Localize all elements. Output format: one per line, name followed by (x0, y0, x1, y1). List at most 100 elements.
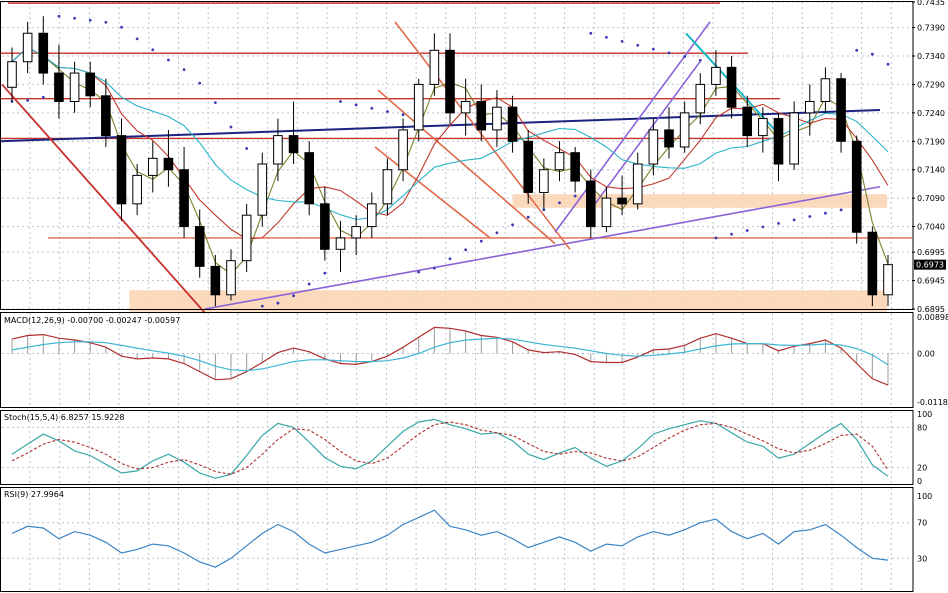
candle-body (210, 265, 221, 296)
macd-histogram (11, 327, 889, 386)
sar-dot (120, 25, 123, 29)
macd-pane: 0.00898 0.00 -0.01185 MACD(12,26,9) -0.007… (2, 313, 948, 407)
price-frame (0, 1, 914, 310)
price-tick-label: 0.6895 (917, 305, 945, 314)
candle-body (163, 157, 174, 171)
candle-body (38, 32, 49, 74)
parabolic-sar (10, 14, 890, 308)
candle-body (758, 118, 768, 137)
sar-dot (213, 101, 217, 104)
candle-body (711, 66, 721, 85)
candle-body (241, 214, 252, 262)
candle-body (398, 129, 408, 171)
rising-channel-lower (594, 61, 701, 205)
macd-tick-label: 0.00 (917, 350, 935, 359)
sar-dot (714, 236, 718, 240)
stoch-signal-line (11, 421, 889, 475)
macd-frame (0, 312, 914, 408)
sar-dot (839, 208, 843, 212)
sar-dot (542, 208, 546, 212)
candle-body (851, 140, 862, 233)
sar-dot (354, 103, 358, 107)
rsi-pane: 100 70 30 RSI(9) 27.9964 (2, 488, 932, 591)
sar-dot (151, 48, 155, 52)
sar-dot (167, 58, 170, 62)
candle-body (617, 197, 627, 205)
sar-dot (824, 211, 827, 215)
sar-dot (104, 20, 108, 24)
candle-body (554, 152, 565, 171)
candle-body (335, 237, 346, 250)
sar-dot (432, 266, 436, 270)
down-trend-line (1, 83, 206, 314)
candle-body (413, 83, 424, 131)
sar-dot (683, 55, 687, 59)
sar-dot (667, 51, 671, 55)
rsi-line-path (11, 509, 889, 568)
sar-dot (57, 14, 61, 18)
price-tick-label: 0.7040 (917, 223, 945, 232)
candle-body (820, 78, 831, 102)
price-tick-label: 0.7290 (917, 80, 945, 89)
sar-dot (386, 110, 389, 113)
stoch-lines (11, 418, 889, 479)
sar-dot (886, 62, 890, 66)
stoch-frame (0, 410, 914, 485)
candle-body (69, 72, 80, 102)
candle-body (648, 129, 659, 165)
sar-dot (730, 232, 733, 236)
candle-body (257, 163, 268, 216)
sar-dot (698, 58, 702, 62)
sar-dot (495, 231, 499, 235)
sar-dot (307, 282, 311, 286)
sar-dot (73, 16, 76, 20)
candle-body (476, 100, 487, 131)
candle-body (492, 106, 502, 131)
sar-dot (620, 39, 624, 43)
stoch-label: Stoch(15,5,4) 6.8257 15.9228 (4, 413, 124, 422)
sar-dot (573, 194, 577, 198)
sar-dot (417, 270, 421, 274)
candle-body (320, 203, 330, 250)
sar-dot (323, 271, 327, 275)
candle-body (773, 118, 784, 165)
channel-mid (374, 146, 491, 239)
sar-dot (41, 95, 45, 99)
support-trend-line (204, 185, 881, 310)
sar-dot (26, 99, 30, 102)
sma-slow (11, 46, 889, 221)
candle-body (460, 100, 471, 114)
sar-dot (339, 100, 342, 103)
sar-dot (745, 229, 749, 232)
rsi-tick-label: 100 (917, 492, 932, 501)
price-tick-label: 0.7140 (917, 166, 945, 175)
rsi-label: RSI(9) 27.9964 (4, 490, 64, 499)
sar-dot (464, 248, 468, 252)
sar-dot (401, 113, 405, 117)
stoch-tick-label: 100 (917, 410, 932, 419)
support-zone (129, 290, 888, 312)
candle-body (429, 49, 440, 85)
channel-upper (394, 21, 571, 250)
sar-dot (135, 37, 139, 41)
sar-dot (292, 294, 295, 298)
candle-body (101, 95, 111, 137)
sar-dot (636, 43, 640, 47)
sar-dot (777, 221, 780, 225)
macd-main-line (11, 326, 889, 386)
candle-body (664, 129, 674, 148)
candle-body (632, 163, 643, 205)
candle-body (85, 72, 96, 97)
candle-body (507, 106, 518, 142)
candle-body (883, 264, 893, 296)
sar-dot (245, 147, 249, 150)
sar-dot (182, 68, 186, 72)
sar-dot (229, 125, 233, 129)
sar-dot (589, 31, 593, 35)
price-tick-label: 0.7435 (917, 0, 945, 7)
price-tick-label: 0.7090 (917, 194, 945, 203)
rsi-tick-label: 30 (917, 554, 927, 563)
stoch-main-line (11, 418, 889, 479)
candle-body (288, 135, 299, 154)
macd-axis: 0.00898 0.00 -0.01185 (917, 313, 948, 407)
